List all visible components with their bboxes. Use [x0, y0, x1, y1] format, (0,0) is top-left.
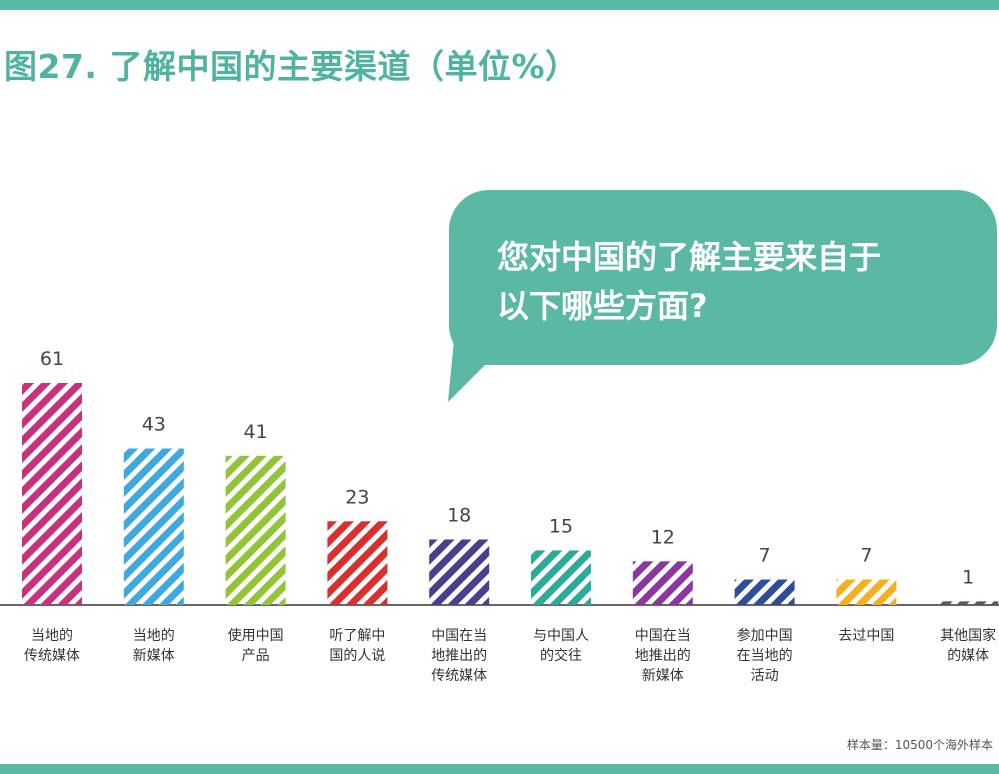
data-label: 1: [962, 566, 974, 588]
bar: [836, 579, 897, 605]
category-label: 当地的新媒体: [133, 628, 175, 664]
data-label: 41: [244, 421, 268, 443]
category-label: 参加中国在当地的活动: [737, 627, 793, 684]
data-label: 15: [549, 515, 573, 537]
question-line-2: 以下哪些方面?: [497, 287, 708, 325]
bar: [123, 448, 184, 605]
category-label: 使用中国产品: [228, 627, 284, 664]
bar: [734, 579, 795, 605]
data-label: 61: [40, 348, 64, 370]
category-label: 当地的传统媒体: [24, 628, 80, 664]
bar: [938, 601, 999, 605]
bar: [531, 550, 591, 605]
data-label: 23: [345, 486, 369, 508]
bar: [225, 455, 286, 605]
category-label: 中国在当地推出的传统媒体: [431, 628, 487, 684]
category-label: 听了解中国的人说: [329, 628, 385, 664]
data-label: 18: [447, 504, 471, 526]
bar: [327, 521, 388, 605]
top-accent-band: [0, 0, 999, 10]
question-bubble: [449, 190, 997, 365]
question-text: 您对中国的了解主要来自于 以下哪些方面?: [497, 233, 977, 331]
category-label: 中国在当地推出的新媒体: [635, 628, 691, 684]
data-label: 43: [142, 414, 166, 436]
bar: [22, 383, 82, 605]
bar: [429, 539, 490, 605]
sample-size-note: 样本量：10500个海外样本: [846, 738, 993, 752]
category-label: 其他国家的媒体: [940, 627, 996, 664]
category-label: 去过中国: [838, 628, 894, 644]
bottom-accent-band: [0, 764, 999, 774]
question-line-1: 您对中国的了解主要来自于: [497, 238, 882, 276]
bubble-tail: [448, 340, 510, 402]
data-label: 12: [651, 526, 675, 548]
data-label: 7: [759, 545, 771, 567]
bar: [632, 561, 693, 605]
chart-title: 图27. 了解中国的主要渠道（单位%）: [4, 47, 579, 86]
category-label: 与中国人的交往: [533, 628, 589, 664]
data-label: 7: [860, 545, 872, 567]
